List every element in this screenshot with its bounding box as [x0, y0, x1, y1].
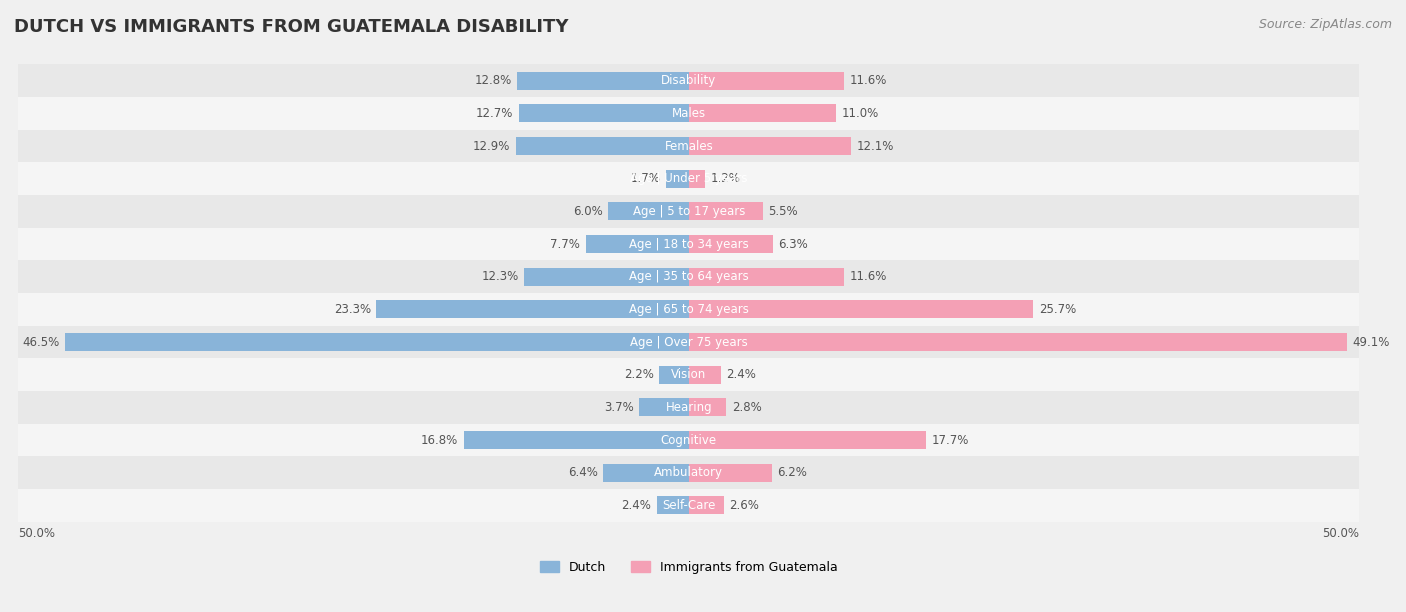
- Bar: [18, 130, 1360, 162]
- Bar: [689, 105, 837, 122]
- Text: Vision: Vision: [671, 368, 706, 381]
- Bar: [519, 105, 689, 122]
- Bar: [516, 137, 689, 155]
- Bar: [18, 293, 1360, 326]
- Text: Females: Females: [665, 140, 713, 152]
- Bar: [689, 431, 927, 449]
- Bar: [689, 235, 773, 253]
- Bar: [18, 457, 1360, 489]
- Bar: [18, 391, 1360, 424]
- Text: 12.9%: 12.9%: [472, 140, 510, 152]
- Text: 46.5%: 46.5%: [22, 335, 60, 349]
- Text: 11.6%: 11.6%: [849, 271, 887, 283]
- Text: 11.6%: 11.6%: [849, 74, 887, 88]
- Text: Age | 5 to 17 years: Age | 5 to 17 years: [633, 205, 745, 218]
- Text: 6.0%: 6.0%: [574, 205, 603, 218]
- Bar: [517, 72, 689, 90]
- Text: 2.4%: 2.4%: [727, 368, 756, 381]
- Text: Self-Care: Self-Care: [662, 499, 716, 512]
- Text: Cognitive: Cognitive: [661, 434, 717, 447]
- Bar: [657, 496, 689, 515]
- Text: 25.7%: 25.7%: [1039, 303, 1076, 316]
- Bar: [689, 496, 724, 515]
- Bar: [689, 72, 844, 90]
- Legend: Dutch, Immigrants from Guatemala: Dutch, Immigrants from Guatemala: [536, 556, 842, 578]
- Bar: [18, 97, 1360, 130]
- Bar: [524, 268, 689, 286]
- Bar: [689, 137, 851, 155]
- Text: 23.3%: 23.3%: [333, 303, 371, 316]
- Text: Age | Under 5 years: Age | Under 5 years: [630, 172, 748, 185]
- Text: Age | Over 75 years: Age | Over 75 years: [630, 335, 748, 349]
- Text: Ambulatory: Ambulatory: [654, 466, 723, 479]
- Bar: [689, 300, 1033, 318]
- Text: 50.0%: 50.0%: [18, 527, 55, 540]
- Text: 1.2%: 1.2%: [710, 172, 740, 185]
- Text: 12.7%: 12.7%: [475, 107, 513, 120]
- Text: 7.7%: 7.7%: [550, 237, 581, 250]
- Text: 17.7%: 17.7%: [931, 434, 969, 447]
- Text: 5.5%: 5.5%: [768, 205, 797, 218]
- Text: DUTCH VS IMMIGRANTS FROM GUATEMALA DISABILITY: DUTCH VS IMMIGRANTS FROM GUATEMALA DISAB…: [14, 18, 568, 36]
- Text: 12.3%: 12.3%: [481, 271, 519, 283]
- Text: 2.6%: 2.6%: [728, 499, 759, 512]
- Text: 49.1%: 49.1%: [1353, 335, 1389, 349]
- Bar: [18, 64, 1360, 97]
- Bar: [18, 195, 1360, 228]
- Bar: [585, 235, 689, 253]
- Text: 6.2%: 6.2%: [778, 466, 807, 479]
- Bar: [18, 261, 1360, 293]
- Bar: [464, 431, 689, 449]
- Bar: [689, 464, 772, 482]
- Bar: [18, 424, 1360, 457]
- Text: Hearing: Hearing: [665, 401, 711, 414]
- Text: Age | 65 to 74 years: Age | 65 to 74 years: [628, 303, 749, 316]
- Text: 2.2%: 2.2%: [624, 368, 654, 381]
- Bar: [18, 228, 1360, 261]
- Bar: [659, 366, 689, 384]
- Bar: [689, 333, 1347, 351]
- Text: Age | 18 to 34 years: Age | 18 to 34 years: [628, 237, 748, 250]
- Bar: [603, 464, 689, 482]
- Bar: [377, 300, 689, 318]
- Bar: [18, 326, 1360, 359]
- Bar: [640, 398, 689, 416]
- Text: 12.8%: 12.8%: [475, 74, 512, 88]
- Bar: [18, 489, 1360, 522]
- Bar: [689, 203, 762, 220]
- Text: Age | 35 to 64 years: Age | 35 to 64 years: [628, 271, 748, 283]
- Text: 6.3%: 6.3%: [779, 237, 808, 250]
- Text: 50.0%: 50.0%: [1322, 527, 1360, 540]
- Bar: [689, 170, 704, 188]
- Bar: [66, 333, 689, 351]
- Text: 2.4%: 2.4%: [621, 499, 651, 512]
- Text: 6.4%: 6.4%: [568, 466, 598, 479]
- Bar: [689, 398, 727, 416]
- Text: 2.8%: 2.8%: [731, 401, 762, 414]
- Text: 3.7%: 3.7%: [605, 401, 634, 414]
- Bar: [666, 170, 689, 188]
- Text: 16.8%: 16.8%: [420, 434, 458, 447]
- Text: 11.0%: 11.0%: [842, 107, 879, 120]
- Bar: [18, 162, 1360, 195]
- Text: 12.1%: 12.1%: [856, 140, 894, 152]
- Bar: [609, 203, 689, 220]
- Text: Disability: Disability: [661, 74, 717, 88]
- Bar: [689, 268, 844, 286]
- Bar: [18, 359, 1360, 391]
- Text: 1.7%: 1.7%: [631, 172, 661, 185]
- Text: Males: Males: [672, 107, 706, 120]
- Bar: [689, 366, 721, 384]
- Text: Source: ZipAtlas.com: Source: ZipAtlas.com: [1258, 18, 1392, 31]
